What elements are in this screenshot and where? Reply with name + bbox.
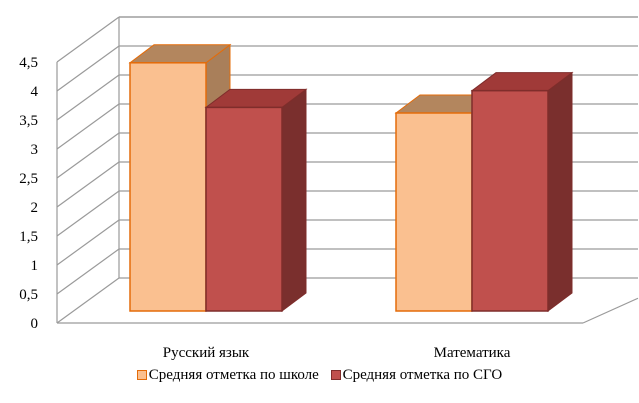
x-tick-label: Русский язык	[163, 345, 250, 361]
x-axis: Русский язык Математика	[163, 345, 511, 361]
bar	[471, 89, 549, 312]
gridline-side	[56, 45, 120, 92]
chart-legend: Средняя отметка по школе Средняя отметка…	[0, 367, 639, 384]
x-tick-label: Математика	[434, 345, 511, 361]
gridline-side	[56, 277, 120, 324]
bar	[395, 112, 473, 312]
legend-label-sgo: Средняя отметка по СГО	[342, 367, 503, 383]
gridline-side	[56, 103, 120, 150]
gridline-side	[56, 190, 120, 237]
gridline-side	[56, 74, 120, 121]
y-tick-label: 3,5	[19, 113, 38, 129]
y-tick-label: 0	[31, 316, 39, 332]
y-tick-label: 2,5	[19, 171, 38, 187]
y-tick-label: 4,5	[19, 55, 38, 71]
bar	[205, 106, 283, 312]
legend-item-school: Средняя отметка по школе	[136, 367, 319, 384]
gridline-side	[56, 132, 120, 179]
y-tick-label: 1,5	[19, 229, 38, 245]
y-tick-label: 4	[31, 84, 39, 100]
legend-label-school: Средняя отметка по школе	[148, 367, 319, 383]
gridline-side	[56, 248, 120, 295]
legend-swatch-school	[136, 370, 147, 380]
y-tick-label: 1	[31, 258, 39, 274]
gridline-side	[56, 219, 120, 266]
floor-right-edge	[582, 297, 639, 324]
y-tick-label: 2	[31, 200, 39, 216]
bar	[129, 62, 207, 312]
bar-side	[547, 71, 573, 312]
gridline-side	[56, 161, 120, 208]
y-tick-label: 0,5	[19, 287, 38, 303]
bar-side	[281, 88, 307, 312]
legend-swatch-sgo	[330, 370, 341, 380]
y-tick-label: 3	[31, 142, 39, 158]
chart-bars	[128, 43, 574, 312]
y-axis: 0 0,5 1 1,5 2 2,5 3 3,5 4 4,5	[19, 55, 38, 332]
gridline-side	[56, 16, 120, 63]
legend-item-sgo: Средняя отметка по СГО	[330, 367, 503, 384]
